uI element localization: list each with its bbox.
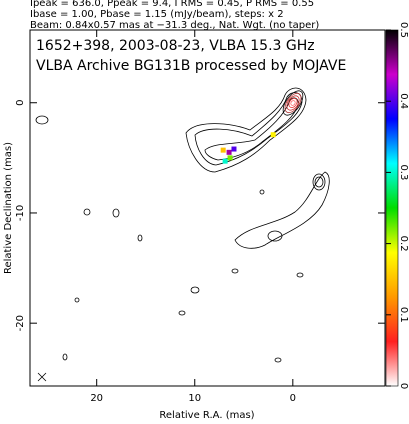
polarization-pixel	[226, 149, 232, 155]
colorbar	[385, 29, 399, 387]
y-tick-label: -10	[15, 205, 26, 221]
plot-frame	[29, 29, 386, 387]
y-axis-label: Relative Declination (mas)	[3, 142, 14, 274]
x-tick-label: 0	[290, 393, 296, 404]
polarization-pixel	[220, 147, 226, 153]
chart-subtitle: VLBA Archive BG131B processed by MOJAVE	[36, 58, 346, 74]
colorbar-tick-label: 0.2	[398, 236, 409, 252]
contours	[35, 87, 330, 382]
header-line: Ipeak = 636.0, Ppeak = 9.4, I RMS = 0.45…	[30, 0, 314, 9]
polarization-pixel	[227, 155, 233, 161]
colorbar-tick-label: 0.1	[398, 307, 409, 323]
polarization-pixel	[270, 132, 276, 138]
colorbar-tick-label: 0.3	[398, 164, 409, 180]
chart-title: 1652+398, 2003-08-23, VLBA 15.3 GHz	[36, 38, 315, 54]
header-line: Beam: 0.84x0.57 mas at −31.3 deg., Nat. …	[30, 20, 319, 31]
colorbar-tick-label: 0.4	[398, 93, 409, 109]
colorbar-tick-label: 0	[398, 383, 409, 389]
x-axis-label: Relative R.A. (mas)	[159, 410, 254, 421]
x-tick-label: 20	[90, 393, 103, 404]
header-line: Ibase = 1.00, Pbase = 1.15 (mJy/beam), s…	[30, 9, 284, 20]
beam-symbol	[37, 372, 47, 382]
y-tick-label: -20	[15, 315, 26, 331]
y-tick-label: 0	[15, 100, 26, 106]
x-tick-label: 10	[188, 393, 201, 404]
polarization-pixel	[222, 158, 228, 164]
colorbar-tick-label: 0.5	[398, 22, 409, 38]
polarization-pixel	[231, 146, 237, 152]
